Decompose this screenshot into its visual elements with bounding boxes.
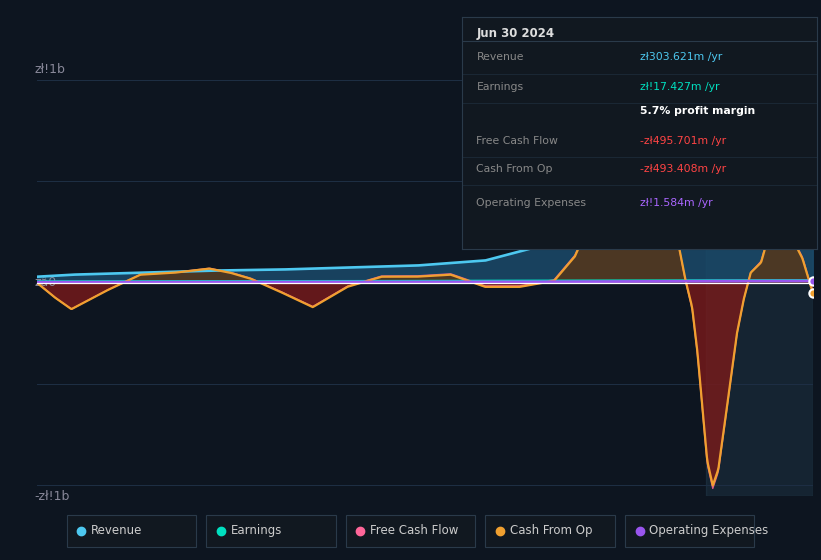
Text: Cash From Op: Cash From Op bbox=[476, 164, 553, 174]
Text: zł!1b: zł!1b bbox=[34, 63, 66, 76]
Text: Revenue: Revenue bbox=[476, 53, 524, 63]
FancyBboxPatch shape bbox=[67, 515, 196, 547]
FancyBboxPatch shape bbox=[206, 515, 336, 547]
Text: zł303.621m /yr: zł303.621m /yr bbox=[640, 53, 722, 63]
Text: Earnings: Earnings bbox=[231, 524, 282, 538]
Text: -zł495.701m /yr: -zł495.701m /yr bbox=[640, 136, 726, 146]
Text: Free Cash Flow: Free Cash Flow bbox=[476, 136, 558, 146]
Text: zâ0: zâ0 bbox=[34, 276, 57, 290]
FancyBboxPatch shape bbox=[346, 515, 475, 547]
Text: Operating Expenses: Operating Expenses bbox=[649, 524, 768, 538]
Text: -zł493.408m /yr: -zł493.408m /yr bbox=[640, 164, 726, 174]
Text: Operating Expenses: Operating Expenses bbox=[476, 198, 586, 208]
Text: zł!1.584m /yr: zł!1.584m /yr bbox=[640, 198, 712, 208]
Text: Revenue: Revenue bbox=[91, 524, 143, 538]
Text: Cash From Op: Cash From Op bbox=[510, 524, 592, 538]
Text: Earnings: Earnings bbox=[476, 82, 524, 91]
Text: 5.7% profit margin: 5.7% profit margin bbox=[640, 106, 754, 116]
Text: Jun 30 2024: Jun 30 2024 bbox=[476, 27, 554, 40]
Text: zł!17.427m /yr: zł!17.427m /yr bbox=[640, 82, 719, 91]
Text: -zł!1b: -zł!1b bbox=[34, 489, 70, 502]
Text: Free Cash Flow: Free Cash Flow bbox=[370, 524, 459, 538]
Bar bbox=[706, 70, 813, 496]
FancyBboxPatch shape bbox=[485, 515, 615, 547]
FancyBboxPatch shape bbox=[625, 515, 754, 547]
